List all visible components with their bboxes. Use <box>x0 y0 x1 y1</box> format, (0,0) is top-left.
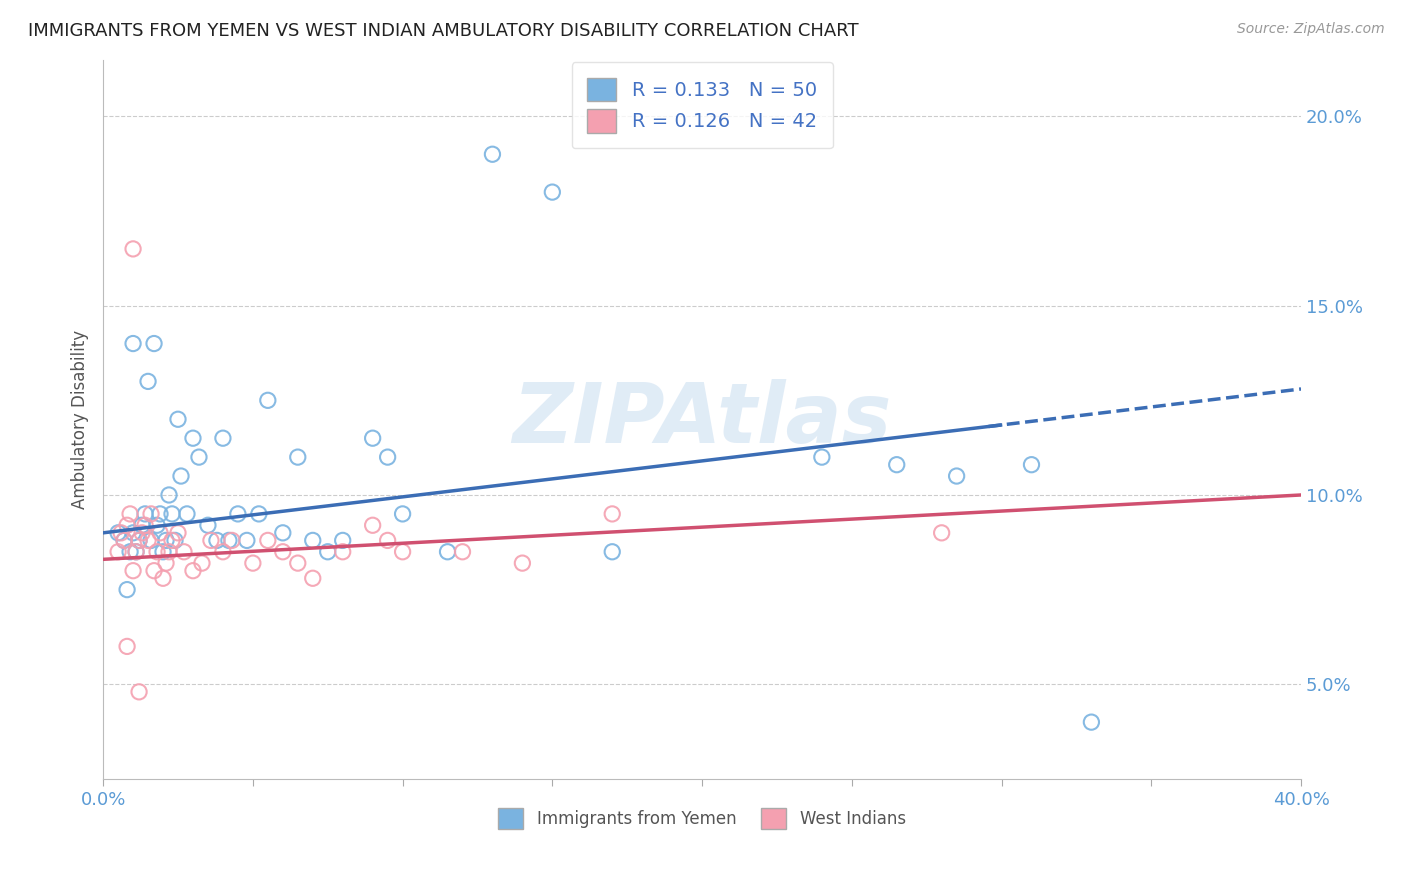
Point <box>181 431 204 445</box>
Point <box>146 518 169 533</box>
Legend: Immigrants from Yemen, West Indians: Immigrants from Yemen, West Indians <box>492 802 912 835</box>
Point <box>155 533 177 548</box>
Point <box>139 507 162 521</box>
Point <box>128 533 150 548</box>
Point <box>125 545 148 559</box>
Point <box>212 431 235 445</box>
Point <box>136 533 159 548</box>
Point <box>112 533 135 548</box>
Text: IMMIGRANTS FROM YEMEN VS WEST INDIAN AMBULATORY DISABILITY CORRELATION CHART: IMMIGRANTS FROM YEMEN VS WEST INDIAN AMB… <box>28 22 859 40</box>
Point <box>236 533 259 548</box>
Point <box>377 533 399 548</box>
Text: Source: ZipAtlas.com: Source: ZipAtlas.com <box>1237 22 1385 37</box>
Text: ZIPAtlas: ZIPAtlas <box>512 379 891 459</box>
Point <box>120 545 142 559</box>
Point <box>160 533 183 548</box>
Point <box>122 525 145 540</box>
Point <box>128 533 150 548</box>
Point <box>451 545 474 559</box>
Point <box>1080 715 1102 730</box>
Point <box>188 450 211 464</box>
Point <box>115 582 138 597</box>
Point <box>242 556 264 570</box>
Point <box>205 533 228 548</box>
Point <box>181 564 204 578</box>
Point <box>122 564 145 578</box>
Point <box>271 525 294 540</box>
Point <box>139 533 162 548</box>
Point <box>361 431 384 445</box>
Point <box>167 412 190 426</box>
Point <box>149 507 172 521</box>
Point <box>134 507 156 521</box>
Point <box>256 393 278 408</box>
Point <box>149 525 172 540</box>
Point <box>176 507 198 521</box>
Point <box>391 507 413 521</box>
Point <box>226 507 249 521</box>
Point <box>1021 458 1043 472</box>
Point <box>173 545 195 559</box>
Point <box>120 507 142 521</box>
Point <box>110 525 132 540</box>
Point <box>131 518 153 533</box>
Point <box>143 564 166 578</box>
Point <box>271 545 294 559</box>
Point <box>287 556 309 570</box>
Point <box>115 640 138 654</box>
Point <box>332 545 354 559</box>
Point <box>152 545 174 559</box>
Point <box>377 450 399 464</box>
Y-axis label: Ambulatory Disability: Ambulatory Disability <box>72 330 89 508</box>
Point <box>146 545 169 559</box>
Point <box>115 518 138 533</box>
Point <box>131 525 153 540</box>
Point <box>361 518 384 533</box>
Point <box>155 556 177 570</box>
Point <box>160 507 183 521</box>
Point <box>287 450 309 464</box>
Point <box>136 375 159 389</box>
Point <box>170 469 193 483</box>
Point <box>811 450 834 464</box>
Point <box>256 533 278 548</box>
Point <box>122 242 145 256</box>
Point <box>600 545 623 559</box>
Point <box>212 545 235 559</box>
Point <box>191 556 214 570</box>
Point <box>931 525 953 540</box>
Point <box>134 518 156 533</box>
Point <box>391 545 413 559</box>
Point <box>945 469 967 483</box>
Point <box>218 533 240 548</box>
Point <box>221 533 243 548</box>
Point <box>107 525 129 540</box>
Point <box>316 545 339 559</box>
Point <box>481 147 503 161</box>
Point <box>436 545 458 559</box>
Point <box>157 545 180 559</box>
Point <box>247 507 270 521</box>
Point <box>128 685 150 699</box>
Point <box>541 185 564 199</box>
Point <box>197 518 219 533</box>
Point <box>152 571 174 585</box>
Point <box>125 545 148 559</box>
Point <box>600 507 623 521</box>
Point <box>167 525 190 540</box>
Point <box>200 533 222 548</box>
Point <box>157 488 180 502</box>
Point <box>301 571 323 585</box>
Point <box>332 533 354 548</box>
Point <box>301 533 323 548</box>
Point <box>886 458 908 472</box>
Point <box>512 556 534 570</box>
Point <box>143 336 166 351</box>
Point <box>122 336 145 351</box>
Point <box>112 533 135 548</box>
Point <box>107 545 129 559</box>
Point <box>163 533 186 548</box>
